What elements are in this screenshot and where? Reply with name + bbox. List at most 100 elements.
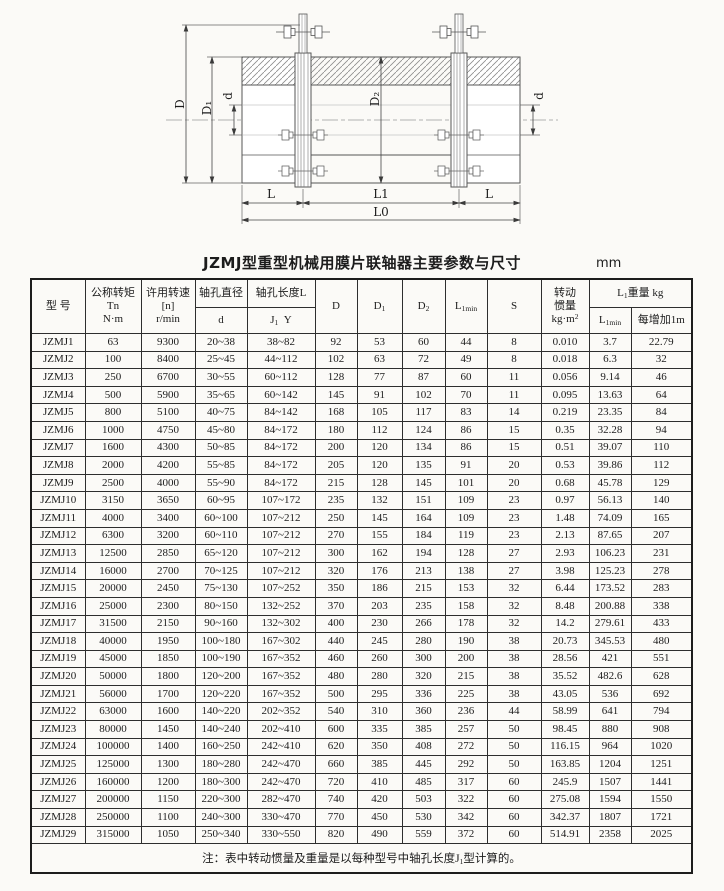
table-cell: 132~252 [246,596,316,616]
table-cell: 270 [314,526,358,546]
table-cell: 4750 [140,420,196,440]
table-cell: 86 [444,420,488,440]
table-cell: 205 [314,456,358,475]
table-cell: 50~85 [194,438,248,458]
table-cell: 282~470 [246,790,316,810]
table-cell: 275.08 [540,790,590,810]
table-cell: 5100 [140,403,196,422]
table-cell: 2700 [140,561,196,581]
table-cell: 50000 [84,667,142,686]
table-cell: 215 [444,667,488,686]
table-cell: 6300 [84,526,142,546]
table-cell: 490 [356,825,403,845]
table-cell: 53 [356,333,403,352]
col-subheader-weight-per-m: 每增加1m [630,307,693,334]
table-cell: 23 [486,491,542,510]
table-cell: 292 [444,755,488,774]
table-cell: 14.2 [540,614,590,634]
table-cell: 167~352 [246,667,316,686]
table-cell: 75~130 [194,579,248,598]
table-cell: 86 [444,438,488,458]
table-row: JZMJ14 16000 2700 70~125 107~212 320 176 213 138… [30,561,693,581]
table-cell: 1600 [84,438,142,458]
table-cell: 322 [444,790,488,810]
table-cell: 119 [444,526,488,546]
table-cell: 180~280 [194,755,248,774]
table-row: JZMJ17 31500 2150 90~160 132~302 400 230 266 178… [30,614,693,634]
table-cell: 283 [630,579,693,598]
right-hub-flange [466,56,521,184]
table-cell: 385 [401,720,446,739]
table-cell: 135 [401,456,446,475]
col-header-S: S [486,278,542,334]
right-top-bolt [432,25,486,39]
table-cell: 58.99 [540,702,590,722]
table-cell: 9.14 [588,368,632,387]
table-cell: 153 [444,579,488,598]
table-cell: 9300 [140,333,196,352]
table-cell: 0.219 [540,403,590,422]
table-cell: 1300 [140,755,196,774]
table-cell: JZMJ25 [30,755,86,774]
table-cell: 35.52 [540,667,590,686]
table-cell: 320 [401,667,446,686]
table-cell: 162 [356,544,403,563]
table-row: JZMJ27 200000 1150 220~300 282~470 740 420 503 3… [30,790,693,810]
table-cell: 167~352 [246,649,316,669]
left-pack-bolts [278,129,328,177]
table-cell: 84~142 [246,403,316,422]
table-cell: 38~82 [246,333,316,352]
table-row: JZMJ3 250 6700 30~55 60~112 128 77 87 60 11 0.056 9… [30,368,693,387]
table-cell: 60 [486,808,542,827]
table-cell: 8 [486,333,542,352]
table-header: 型 号 公称转矩 Tn N·m 许用转速 [n] r/min 轴孔直径 轴孔长度… [30,278,693,334]
table-cell: 91 [444,456,488,475]
table-cell: 342.37 [540,808,590,827]
table-cell: 1204 [588,755,632,774]
table-row: JZMJ10 3150 3650 60~95 107~172 235 132 151 109 23… [30,491,693,510]
table-cell: 385 [356,755,403,774]
table-cell: 2025 [630,825,693,845]
table-cell: 63000 [84,702,142,722]
table-cell: 908 [630,720,693,739]
table-cell: 330~550 [246,825,316,845]
col-header-weight-group: L1重量 kg [588,278,693,308]
table-cell: 60~100 [194,508,248,528]
table-cell: 1600 [140,702,196,722]
table-cell: 820 [314,825,358,845]
table-cell: 0.056 [540,368,590,387]
table-cell: 15 [486,438,542,458]
table-cell: 3.7 [588,333,632,352]
table-cell: 145 [356,508,403,528]
table-cell: 485 [401,772,446,792]
table-cell: 155 [356,526,403,546]
table-cell: 190 [444,632,488,651]
table-row: JZMJ28 250000 1100 240~300 330~470 770 450 530 3… [30,808,693,827]
table-cell: 250 [84,368,142,387]
table-cell: 101 [444,473,488,493]
table-cell: 100000 [84,737,142,757]
table-cell: 2450 [140,579,196,598]
table-cell: 31500 [84,614,142,634]
table-cell: 107~212 [246,544,316,563]
table-cell: 1550 [630,790,693,810]
table-cell: 168 [314,403,358,422]
table-cell: 641 [588,702,632,722]
table-cell: 310 [356,702,403,722]
table-cell: 27 [486,544,542,563]
table-cell: 23 [486,526,542,546]
table-cell: 87 [401,368,446,387]
table-cell: 20.73 [540,632,590,651]
coupling-technical-drawing: D D₁ d D₂ d [166,13,558,224]
table-cell: 1807 [588,808,632,827]
table-cell: 207 [630,526,693,546]
table-cell: JZMJ16 [30,596,86,616]
table-cell: 184 [401,526,446,546]
table-cell: 213 [401,561,446,581]
table-cell: 128 [314,368,358,387]
table-cell: 242~470 [246,755,316,774]
table-cell: 203 [356,596,403,616]
table-cell: 1400 [140,737,196,757]
table-cell: 32 [486,614,542,634]
